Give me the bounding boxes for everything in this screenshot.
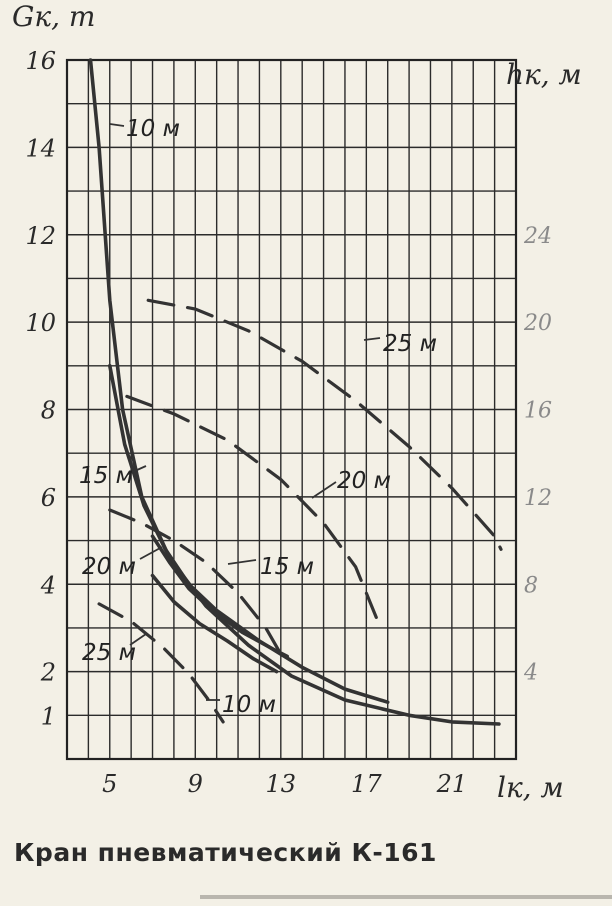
y-tick-label: 6 bbox=[41, 484, 56, 512]
y2-tick-label: 8 bbox=[524, 573, 538, 598]
leader-line bbox=[109, 123, 125, 127]
x-tick-labels: 5 9 13 17 21 bbox=[102, 770, 467, 798]
y2-axis-title: hк, м bbox=[506, 58, 582, 91]
load-curve bbox=[88, 58, 501, 726]
y-tick-label: 4 bbox=[40, 571, 56, 599]
y2-tick-labels: 4 8 12 16 20 24 bbox=[523, 224, 552, 686]
y2-tick-label: 20 bbox=[523, 311, 552, 336]
curve-label: 25 м bbox=[82, 640, 136, 666]
y2-tick-label: 16 bbox=[524, 399, 552, 424]
y-tick-label: 12 bbox=[25, 222, 56, 250]
y-tick-label: 16 bbox=[25, 47, 56, 75]
curve-label: 20 м bbox=[337, 468, 391, 494]
y2-tick-label: 12 bbox=[524, 486, 552, 511]
chart-caption: Кран пневматический К-161 bbox=[14, 838, 437, 867]
y2-tick-label: 24 bbox=[523, 224, 552, 249]
y-tick-label: 2 bbox=[40, 659, 56, 687]
curve-labels: 10 м 15 м 20 м 25 м 25 м 20 м 15 м 10 м bbox=[79, 116, 437, 718]
curve-label: 15 м bbox=[260, 554, 314, 580]
height-curve bbox=[97, 602, 225, 724]
load-curve bbox=[108, 364, 390, 704]
leader-line bbox=[139, 546, 163, 560]
x-axis-title: lк, м bbox=[497, 771, 564, 804]
curve-label: 10 м bbox=[222, 692, 276, 718]
x-tick-label: 9 bbox=[188, 770, 203, 798]
curve-label: 20 м bbox=[82, 554, 136, 580]
y-axis-title: Gк, т bbox=[12, 0, 95, 33]
leader-line bbox=[363, 337, 381, 341]
y-tick-label: 14 bbox=[25, 134, 56, 162]
x-tick-label: 17 bbox=[351, 770, 382, 798]
bottom-rule bbox=[200, 895, 612, 899]
y-tick-label: 1 bbox=[41, 702, 56, 730]
load-curve bbox=[150, 534, 289, 659]
leader-line bbox=[311, 481, 337, 499]
y-tick-label: 8 bbox=[41, 397, 56, 425]
x-tick-label: 13 bbox=[266, 770, 297, 798]
label-leader-lines bbox=[109, 123, 381, 701]
height-curve bbox=[146, 298, 503, 551]
chart-curves bbox=[88, 58, 503, 726]
leader-line bbox=[129, 633, 147, 646]
leader-line bbox=[227, 559, 257, 565]
x-tick-label: 5 bbox=[102, 770, 117, 798]
y2-tick-label: 4 bbox=[523, 661, 538, 686]
height-curve bbox=[108, 508, 283, 656]
curve-label: 15 м bbox=[79, 463, 133, 489]
curve-label: 25 м bbox=[383, 331, 437, 357]
plot-frame bbox=[65, 58, 518, 761]
x-tick-label: 21 bbox=[436, 770, 468, 798]
height-curve bbox=[125, 394, 379, 621]
leader-line bbox=[127, 465, 147, 475]
y-tick-label: 10 bbox=[25, 309, 56, 337]
curve-label: 10 м bbox=[126, 116, 180, 142]
load-curve bbox=[150, 573, 279, 674]
